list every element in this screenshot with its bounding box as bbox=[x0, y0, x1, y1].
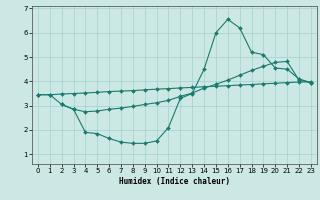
X-axis label: Humidex (Indice chaleur): Humidex (Indice chaleur) bbox=[119, 177, 230, 186]
